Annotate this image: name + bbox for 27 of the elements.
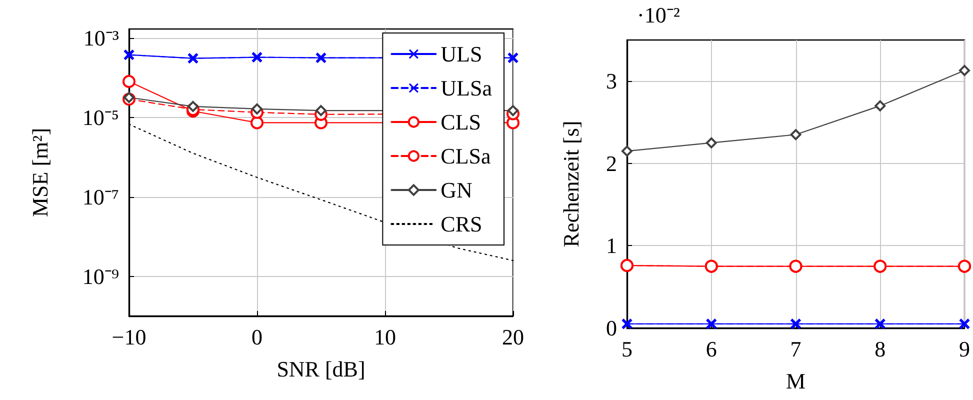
legend-label: ULS bbox=[440, 42, 482, 66]
x-tick-label: 0 bbox=[252, 324, 262, 350]
text: ·10⁻² bbox=[637, 2, 680, 28]
legend-label: ULSa bbox=[440, 76, 492, 100]
x-tick-label: 5 bbox=[622, 336, 632, 362]
y-tick-label: 3 bbox=[606, 68, 617, 94]
x-axis-title: SNR [dB] bbox=[276, 356, 366, 382]
legend-label: CRS bbox=[440, 212, 482, 236]
x-tick-label: 8 bbox=[874, 336, 886, 362]
legend-label: CLS bbox=[440, 110, 482, 134]
y-tick-label: 2 bbox=[606, 150, 617, 176]
x-axis-title: M bbox=[786, 368, 806, 394]
legend-label: GN bbox=[440, 178, 473, 202]
x-tick-label: 6 bbox=[706, 336, 717, 362]
y-axis-title: Rechenzeit [s] bbox=[558, 120, 584, 248]
x-tick-label: 20 bbox=[502, 324, 524, 350]
y-axis-title: MSE [m²] bbox=[28, 128, 52, 218]
y-tick-label: 10⁻³ bbox=[83, 26, 120, 51]
x-tick-label: −10 bbox=[112, 324, 146, 350]
y-tick-label: 10⁻⁵ bbox=[82, 105, 119, 130]
y-tick-label: 10⁻⁷ bbox=[82, 184, 119, 210]
y-tick-label: 1 bbox=[606, 233, 617, 258]
x-tick-label: 10 bbox=[374, 324, 396, 350]
legend-label: CLSa bbox=[440, 144, 492, 168]
x-tick-label: 9 bbox=[959, 336, 970, 362]
y-tick-label: 10⁻⁹ bbox=[82, 264, 120, 289]
x-tick-label: 7 bbox=[790, 336, 802, 362]
